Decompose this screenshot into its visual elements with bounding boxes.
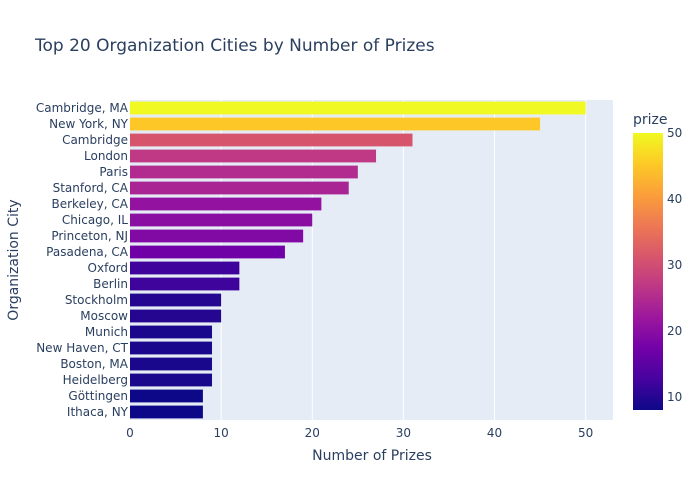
y-tick-label: Paris	[99, 165, 128, 179]
colorbar-title: prize	[633, 112, 668, 128]
y-tick-label: Göttingen	[68, 389, 128, 403]
y-tick-label: Pasadena, CA	[46, 245, 129, 259]
y-tick-label: Princeton, NJ	[51, 229, 128, 243]
x-tick-label: 0	[126, 426, 134, 440]
x-tick-labels: 0 10 20 30 40 50	[126, 426, 593, 440]
colorbar-tick-label: 20	[667, 324, 682, 338]
x-tick-label: 30	[396, 426, 411, 440]
bar[interactable]	[130, 341, 213, 355]
colorbar-tick-label: 50	[667, 126, 682, 140]
x-axis-title: Number of Prizes	[312, 448, 432, 464]
y-tick-label: Cambridge, MA	[36, 101, 129, 115]
y-tick-label: Berlin	[93, 277, 128, 291]
bar[interactable]	[130, 309, 222, 323]
bars-group	[130, 101, 586, 419]
y-tick-label: Oxford	[88, 261, 128, 275]
bar[interactable]	[130, 245, 285, 259]
y-tick-label: New York, NY	[49, 117, 129, 131]
colorbar-tick-label: 40	[667, 192, 682, 206]
colorbar-ticks: 10 20 30 40 50	[667, 126, 682, 404]
y-tick-labels: Cambridge, MA New York, NY Cambridge London…	[36, 101, 129, 419]
bar[interactable]	[130, 117, 541, 131]
x-tick-label: 50	[578, 426, 593, 440]
y-axis-title: Organization City	[6, 199, 22, 320]
bar[interactable]	[130, 357, 213, 371]
y-tick-label: Heidelberg	[63, 373, 128, 387]
bar[interactable]	[130, 389, 203, 403]
bar[interactable]	[130, 149, 377, 163]
bar[interactable]	[130, 373, 213, 387]
bar[interactable]	[130, 197, 322, 211]
bar[interactable]	[130, 165, 358, 179]
bar[interactable]	[130, 181, 349, 195]
y-tick-label: Munich	[85, 325, 128, 339]
bar[interactable]	[130, 277, 240, 291]
y-tick-label: Chicago, IL	[62, 213, 128, 227]
y-tick-label: Cambridge	[62, 133, 128, 147]
y-tick-label: Berkeley, CA	[52, 197, 129, 211]
bar[interactable]	[130, 213, 313, 227]
colorbar	[633, 133, 663, 410]
bar[interactable]	[130, 261, 240, 275]
bar[interactable]	[130, 325, 213, 339]
colorbar-tick-label: 30	[667, 258, 682, 272]
chart-title: Top 20 Organization Cities by Number of …	[34, 36, 435, 56]
y-tick-label: London	[84, 149, 128, 163]
y-tick-label: Ithaca, NY	[67, 405, 129, 419]
y-tick-label: Moscow	[80, 309, 128, 323]
bar[interactable]	[130, 293, 222, 307]
bar[interactable]	[130, 405, 203, 419]
bar[interactable]	[130, 229, 304, 243]
x-tick-label: 40	[487, 426, 502, 440]
colorbar-tick-label: 10	[667, 390, 682, 404]
y-tick-label: Stanford, CA	[53, 181, 129, 195]
y-tick-label: Boston, MA	[60, 357, 128, 371]
x-tick-label: 10	[213, 426, 228, 440]
y-tick-label: Stockholm	[65, 293, 128, 307]
bar[interactable]	[130, 101, 586, 115]
x-tick-label: 20	[305, 426, 320, 440]
plot-area	[130, 100, 613, 420]
bar[interactable]	[130, 133, 413, 147]
y-tick-label: New Haven, CT	[36, 341, 128, 355]
